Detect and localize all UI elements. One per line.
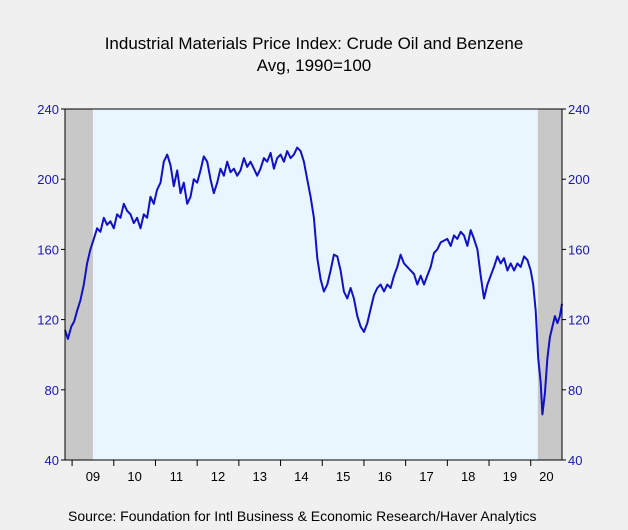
x-tick-label-20: 20 xyxy=(539,469,553,484)
x-tick-label-16: 16 xyxy=(378,469,392,484)
x-tick-label-14: 14 xyxy=(294,469,308,484)
y-tick-label-left-80: 80 xyxy=(45,383,59,398)
x-tick-label-09: 09 xyxy=(86,469,100,484)
y-tick-label-right-40: 40 xyxy=(568,453,582,468)
y-tick-label-left-160: 160 xyxy=(37,242,59,257)
chart-title: Industrial Materials Price Index: Crude … xyxy=(104,34,524,53)
x-tick-label-10: 10 xyxy=(127,469,141,484)
y-tick-label-left-40: 40 xyxy=(45,453,59,468)
y-tick-label-right-160: 160 xyxy=(568,242,590,257)
series-line xyxy=(64,146,563,416)
plot-area xyxy=(65,109,562,460)
plot-frame xyxy=(64,108,563,461)
recession-band-0 xyxy=(65,109,93,460)
y-tick-label-left-120: 120 xyxy=(37,313,59,328)
x-tick-label-17: 17 xyxy=(419,469,433,484)
y-tick-label-right-240: 240 xyxy=(568,102,590,117)
x-tick-label-18: 18 xyxy=(461,469,475,484)
x-tick-label-12: 12 xyxy=(211,469,225,484)
x-tick-label-13: 13 xyxy=(252,469,266,484)
y-tick-label-right-200: 200 xyxy=(568,172,590,187)
y-tick-label-left-240: 240 xyxy=(37,102,59,117)
chart-subtitle: Avg, 1990=100 xyxy=(256,56,372,75)
y-tick-label-left-200: 200 xyxy=(37,172,59,187)
source-note: Source: Foundation for Intl Business & E… xyxy=(68,508,537,524)
y-tick-label-right-80: 80 xyxy=(568,383,582,398)
x-tick-label-19: 19 xyxy=(503,469,517,484)
y-tick-label-right-120: 120 xyxy=(568,313,590,328)
x-tick-label-15: 15 xyxy=(336,469,350,484)
x-tick-label-11: 11 xyxy=(170,469,184,484)
